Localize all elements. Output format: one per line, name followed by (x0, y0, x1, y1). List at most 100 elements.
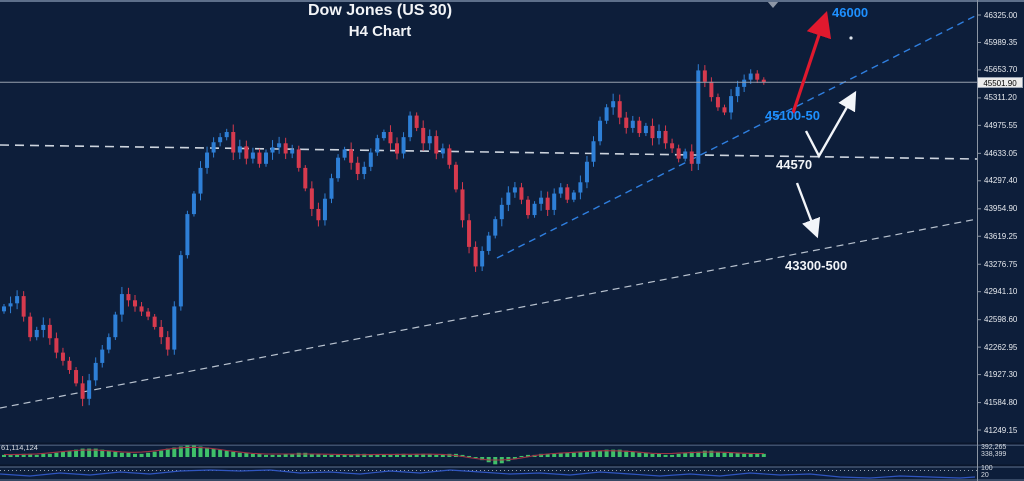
candle-body (67, 360, 72, 371)
annotation-upper-target[interactable]: 46000 (832, 5, 869, 20)
candle-body (742, 79, 747, 87)
candle-body (709, 81, 714, 98)
candle-body (624, 117, 629, 128)
volume-scale-upper: 392,265 (981, 444, 1007, 451)
volume-bar (296, 452, 301, 457)
candle-body (34, 329, 39, 338)
volume-bar (21, 453, 26, 457)
axis-tick-label: 45311.20 (984, 93, 1017, 103)
candle-body (28, 316, 33, 338)
candle-body (427, 136, 432, 144)
candle-body (211, 142, 216, 153)
axis-tick-label: 41249.15 (984, 425, 1018, 435)
ascending-blue-trendline[interactable] (496, 14, 978, 259)
candle-body (473, 246, 478, 267)
volume-signal-line (3, 446, 764, 461)
candle-body (493, 219, 498, 236)
candle-body (663, 130, 668, 144)
volume-bar (119, 452, 124, 457)
annotation-pivot-level[interactable]: 44570 (776, 157, 813, 172)
volume-bar (277, 454, 282, 457)
volume-bar (401, 453, 406, 457)
candle-body (60, 352, 65, 361)
volume-bar (591, 450, 596, 457)
annotation-lower-zone[interactable]: 43300-500 (785, 258, 848, 273)
candle-body (41, 324, 46, 330)
candle-body (349, 149, 354, 163)
axis-tick-label: 43954.90 (984, 204, 1018, 214)
candle-body (532, 203, 537, 216)
candle-body (355, 162, 360, 175)
candle-body (637, 120, 642, 134)
candle-body (290, 149, 295, 154)
chart-shift-marker-icon[interactable] (767, 1, 779, 8)
candle-body (440, 148, 445, 154)
volume-bar (74, 449, 79, 457)
axis-tick-label: 42598.60 (984, 315, 1018, 325)
volume-bar (408, 454, 413, 457)
volume-bar (480, 457, 485, 461)
candle-body (80, 383, 85, 399)
volume-bar (250, 453, 255, 457)
candle-body (191, 193, 196, 215)
candle-body (362, 166, 367, 175)
axis-tick-label: 42262.95 (984, 342, 1018, 352)
volume-bar (434, 454, 439, 457)
volume-bar (87, 448, 92, 457)
volume-bar (185, 445, 190, 457)
volume-bar (362, 453, 367, 457)
volume-bar (231, 451, 236, 457)
candle-body (447, 148, 452, 165)
volume-bar (709, 450, 714, 457)
candle-body (283, 143, 288, 154)
support-trendline[interactable] (0, 218, 978, 409)
annotation-breakout-zone[interactable]: 45100-50 (765, 108, 820, 123)
dot-mark (849, 36, 853, 40)
candle-body (336, 157, 341, 179)
volume-bar (60, 451, 65, 457)
white-bounce-arrow[interactable] (804, 90, 857, 159)
resistance-trendline[interactable] (0, 144, 978, 160)
candle-body (453, 164, 458, 190)
white-down-arrow[interactable] (795, 182, 821, 239)
volume-bar (421, 453, 426, 457)
axis-tick-label: 46325.00 (984, 10, 1018, 20)
volume-bar (342, 454, 347, 457)
candle-body (309, 188, 314, 209)
axis-tick-label: 42941.10 (984, 287, 1018, 297)
candle-body (93, 362, 98, 381)
volume-bar (676, 453, 681, 457)
candle-body (303, 167, 308, 189)
candle-body (250, 152, 255, 159)
oscillator-line (0, 469, 976, 479)
volume-bar (761, 453, 766, 457)
volume-bar (159, 450, 164, 457)
volume-bar (657, 453, 661, 457)
candle-body (526, 199, 530, 216)
volume-bar (467, 455, 472, 457)
axis-tick-label: 41584.80 (984, 398, 1018, 408)
candle-body (368, 152, 373, 167)
volume-bar (637, 452, 642, 457)
axis-tick-label: 45653.70 (984, 65, 1018, 75)
axis-tick-label: 41927.30 (984, 370, 1018, 380)
candle-body (342, 149, 347, 158)
volume-bar (742, 453, 747, 457)
axis-tick-label: 44975.55 (984, 120, 1018, 130)
volume-bar (617, 449, 622, 457)
candle-body (381, 132, 386, 139)
volume-bar (113, 451, 118, 457)
candle-body (395, 143, 399, 154)
volume-bar (584, 451, 589, 457)
candle-body (231, 132, 236, 153)
candle-body (486, 235, 491, 251)
candle-body (401, 137, 406, 154)
volume-bar (218, 449, 223, 457)
volume-bar (427, 453, 432, 457)
candle-body (244, 146, 249, 159)
red-up-arrow[interactable] (791, 10, 832, 114)
volume-bar (578, 451, 583, 457)
volume-bar (283, 453, 288, 457)
